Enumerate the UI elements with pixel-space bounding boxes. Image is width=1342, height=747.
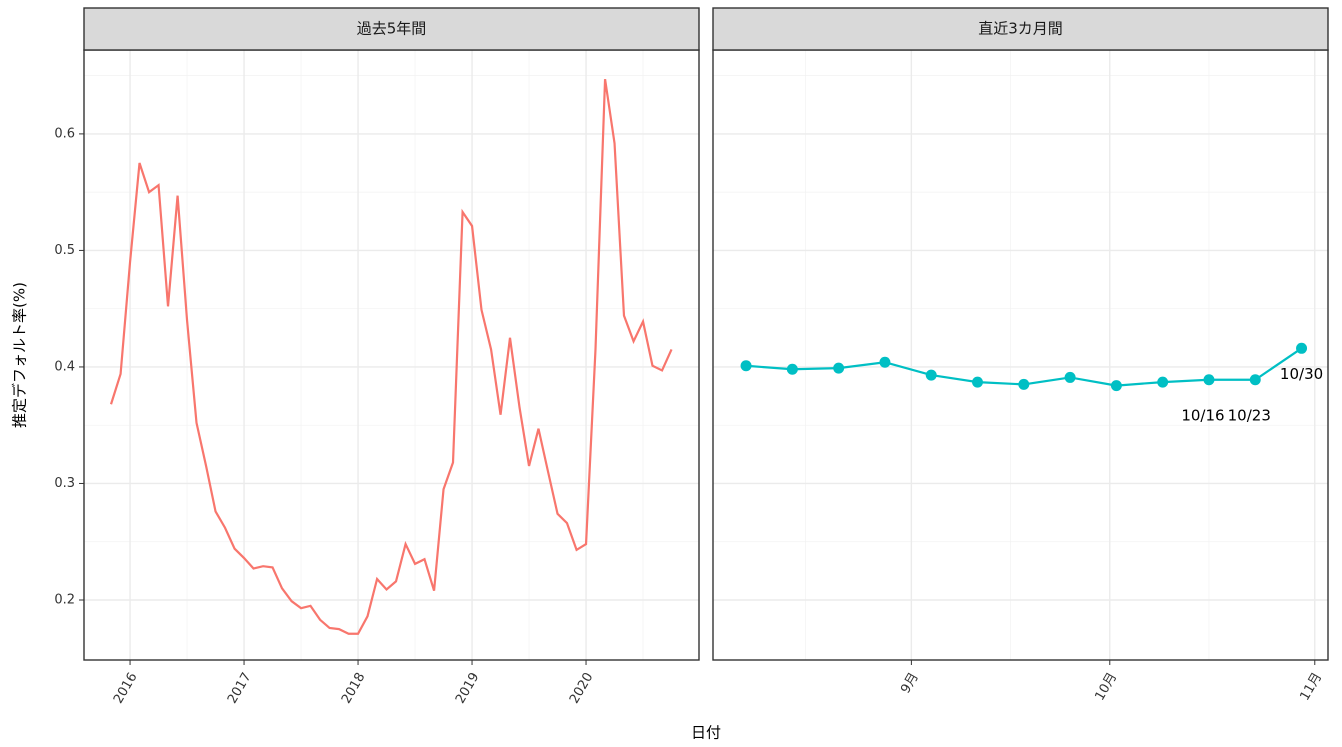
strip-title: 直近3カ月間 xyxy=(978,20,1063,38)
point xyxy=(1296,342,1308,354)
strip xyxy=(712,7,1329,51)
x-tick-label: 11月 xyxy=(1298,670,1326,703)
x-tick-label: 9月 xyxy=(898,670,922,696)
strip xyxy=(83,7,700,51)
x-tick-label: 2019 xyxy=(453,670,483,706)
x-tick-label: 10月 xyxy=(1093,670,1121,703)
x-tick-label: 2016 xyxy=(111,670,141,706)
y-tick-label: 0.4 xyxy=(54,359,75,374)
point xyxy=(740,360,752,372)
point xyxy=(833,362,845,374)
point-label: 10/30 xyxy=(1280,365,1323,383)
line xyxy=(109,78,673,635)
point xyxy=(1018,378,1030,390)
x-tick-label: 2020 xyxy=(567,670,597,706)
point xyxy=(972,376,984,388)
point xyxy=(1203,374,1215,386)
y-tick-label: 0.5 xyxy=(54,243,75,258)
point xyxy=(786,363,798,375)
y-tick-label: 0.6 xyxy=(54,126,75,141)
point xyxy=(1249,374,1261,386)
y-axis-title: 推定デフォルト率(%) xyxy=(11,282,29,428)
point xyxy=(879,356,891,368)
point xyxy=(1157,376,1169,388)
point-label: 10/16 xyxy=(1181,406,1224,424)
point-label: 10/23 xyxy=(1228,406,1271,424)
panel-background xyxy=(713,50,1328,660)
y-tick-label: 0.2 xyxy=(54,592,75,607)
point xyxy=(1064,371,1076,383)
x-tick-label: 2017 xyxy=(225,670,255,706)
point xyxy=(925,369,937,381)
strip-title: 過去5年間 xyxy=(357,20,427,38)
panel-background xyxy=(84,50,699,660)
x-axis-title: 日付 xyxy=(691,724,721,742)
y-tick-label: 0.3 xyxy=(54,476,75,491)
x-tick-label: 2018 xyxy=(339,670,369,706)
point xyxy=(1110,380,1122,392)
